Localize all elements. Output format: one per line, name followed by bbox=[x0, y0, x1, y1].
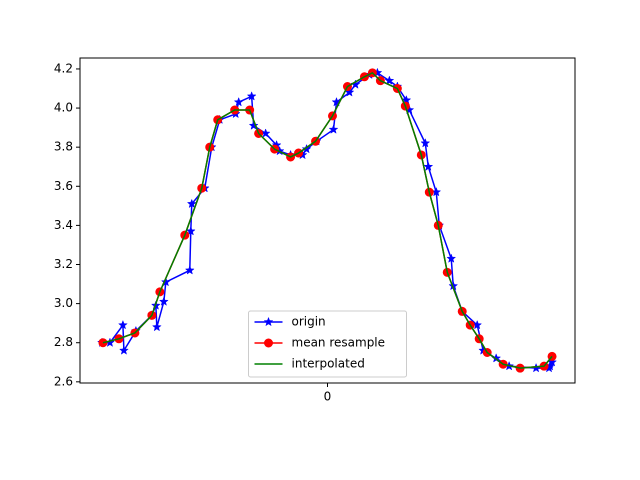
legend-label: interpolated bbox=[292, 357, 365, 371]
star-marker bbox=[185, 226, 196, 236]
star-marker bbox=[301, 143, 312, 154]
y-tick-label: 4.2 bbox=[54, 61, 73, 75]
legend: origin mean resample interpolated bbox=[248, 310, 407, 378]
star-marker bbox=[263, 316, 274, 327]
star-marker bbox=[158, 296, 169, 306]
star-marker bbox=[151, 321, 162, 332]
star-marker bbox=[186, 198, 197, 209]
series-line bbox=[102, 71, 553, 369]
star-marker bbox=[344, 87, 355, 97]
star-marker bbox=[184, 265, 195, 275]
legend-label: mean resample bbox=[292, 336, 386, 350]
star-marker bbox=[446, 253, 457, 263]
legend-label: origin bbox=[292, 315, 326, 329]
y-tick-label: 3.4 bbox=[54, 218, 73, 232]
y-tick-label: 2.6 bbox=[54, 374, 73, 388]
circle-marker bbox=[264, 338, 273, 348]
star-marker bbox=[328, 124, 339, 134]
y-tick-label: 2.8 bbox=[54, 335, 73, 349]
star-marker bbox=[160, 276, 171, 287]
star-marker bbox=[233, 96, 244, 107]
star-marker bbox=[248, 120, 259, 130]
y-tick-label: 3.2 bbox=[54, 257, 73, 271]
star-marker bbox=[423, 161, 434, 171]
axes-frame bbox=[79, 57, 576, 384]
y-tick-label: 3.6 bbox=[54, 179, 73, 193]
star-marker bbox=[420, 138, 431, 148]
y-tick-label: 4.0 bbox=[54, 101, 73, 115]
star-marker bbox=[118, 345, 129, 355]
legend-box bbox=[248, 310, 407, 378]
y-tick-label: 3.8 bbox=[54, 140, 73, 154]
star-marker bbox=[384, 75, 395, 85]
star-marker bbox=[246, 91, 257, 101]
x-tick-label: 0 bbox=[324, 390, 332, 404]
star-marker bbox=[117, 319, 128, 330]
y-tick-label: 3.0 bbox=[54, 296, 73, 310]
